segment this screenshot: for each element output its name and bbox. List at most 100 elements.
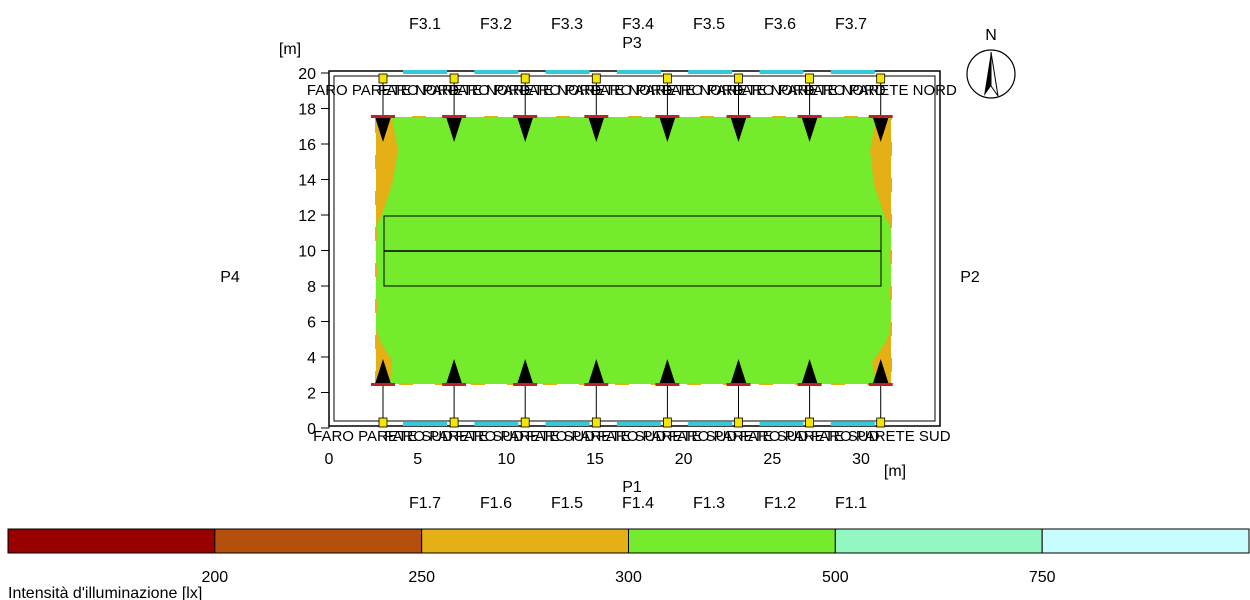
luminaire-label-south: FARO PARETE SUD: [598, 428, 738, 445]
luminaire-label-north: FARO PARETE NORD: [733, 82, 885, 99]
y-axis-unit: [m]: [279, 41, 301, 58]
luminaire-north: [513, 73, 538, 142]
x-tick-label: 10: [497, 451, 515, 468]
window-label-top: F3.5: [693, 16, 725, 33]
luminaire-label-south: FARO PARETE SUD: [526, 428, 666, 445]
luminaire-north: [797, 73, 822, 142]
window: [545, 422, 590, 426]
legend-swatch: [7, 528, 216, 554]
y-tick-label: 0: [307, 421, 316, 438]
legend-swatch: [834, 528, 1043, 554]
luminaire-label-south: FARO PARETE SUD: [313, 428, 453, 445]
window: [688, 422, 733, 426]
legend-threshold-label: 500: [822, 569, 849, 586]
window: [759, 70, 804, 74]
luminaire-north: [584, 73, 609, 142]
window-label-bottom: F1.7: [409, 495, 441, 512]
luminaire-label-north: FARO PARETE NORD: [591, 82, 743, 99]
window: [759, 422, 804, 426]
luminaire-north: [371, 73, 395, 142]
legend-title: Intensità d'illuminazione [lx]: [8, 585, 202, 600]
window-label-top: F3.6: [764, 16, 796, 33]
window: [688, 70, 733, 74]
legend-swatch: [214, 528, 423, 554]
legend-swatch: [628, 528, 836, 554]
window: [830, 422, 875, 426]
legend-threshold-label: 250: [408, 569, 435, 586]
legend-threshold-label: 300: [615, 569, 642, 586]
luminaire-label-south: FARO PARETE SUD: [811, 428, 951, 445]
north-arrow-icon: N: [966, 27, 1016, 99]
legend-swatch: [421, 528, 629, 554]
y-tick-label: 8: [307, 279, 316, 296]
north-label: N: [985, 27, 997, 44]
luminaire-label-north: FARO PARETE NORD: [520, 82, 672, 99]
y-tick-label: 18: [298, 102, 316, 119]
x-tick-label: 30: [852, 451, 870, 468]
x-tick-label: 20: [675, 451, 693, 468]
luminaire-label-north: FARO PARETE NORD: [378, 82, 530, 99]
window: [545, 70, 590, 74]
x-tick-labels: 0 5 10 15 20 25 30: [325, 451, 870, 468]
luminaire-south: [797, 359, 822, 428]
window-label-bottom: F1.5: [551, 495, 583, 512]
luminaire-north: [442, 73, 467, 142]
side-label-top: P3: [622, 35, 642, 52]
luminaire-south: [726, 359, 751, 428]
luminaire-label-south: FARO PARETE SUD: [455, 428, 595, 445]
luminaire-south: [371, 359, 395, 428]
window: [474, 70, 519, 74]
y-tick-label: 2: [307, 386, 316, 403]
top-window-labels: F3.1 F3.2 F3.3 F3.4 F3.5 F3.6 F3.7: [409, 16, 867, 33]
y-tick-label: 6: [307, 315, 316, 332]
y-tick-label: 14: [298, 173, 316, 190]
x-axis: 0 5 10 15 20 25 30 [m]: [325, 451, 907, 480]
luminaire-south: [442, 359, 467, 428]
luminaire-south: [513, 359, 538, 428]
luminaire-south: [868, 359, 893, 428]
x-tick-label: 5: [413, 451, 422, 468]
window-label-bottom: F1.1: [835, 495, 867, 512]
window-label-top: F3.1: [409, 16, 441, 33]
luminaire-label-north: FARO PARETE NORD: [662, 82, 814, 99]
window-label-bottom: F1.2: [764, 495, 796, 512]
luminaire-label-south: FARO PARETE SUD: [669, 428, 809, 445]
window: [403, 70, 447, 74]
window-label-bottom: F1.3: [693, 495, 725, 512]
luminaire-south: [584, 359, 609, 428]
windows-south-wall: [403, 422, 875, 426]
luminaire-north: [726, 73, 751, 142]
windows-north-wall: [403, 70, 875, 74]
side-label-bottom: P1: [622, 479, 642, 496]
legend-threshold-labels: 200 250 300 500 750: [201, 569, 1055, 586]
x-tick-label: 25: [763, 451, 781, 468]
window: [403, 422, 447, 426]
legend-swatch: [1041, 528, 1250, 554]
window-label-bottom: F1.6: [480, 495, 512, 512]
window: [616, 70, 661, 74]
luminaire-north: [868, 73, 893, 142]
window: [616, 422, 661, 426]
y-tick-label: 4: [307, 350, 316, 367]
window-label-top: F3.3: [551, 16, 583, 33]
illuminance-legend: [7, 528, 1250, 554]
luminaire-label-north: FARO PARETE NORD: [805, 82, 957, 99]
window: [474, 422, 519, 426]
legend-threshold-label: 200: [201, 569, 228, 586]
side-label-right: P2: [960, 269, 980, 286]
window: [830, 70, 875, 74]
luminaire-label-north: FARO PARETE NORD: [307, 82, 459, 99]
x-tick-label: 0: [325, 451, 334, 468]
luminaire-south: [655, 359, 680, 428]
x-axis-unit: [m]: [884, 463, 906, 480]
x-tick-label: 15: [586, 451, 604, 468]
y-tick-labels: 0 2 4 6 8 10 12 14 16 18 20: [298, 66, 329, 438]
y-tick-label: 12: [298, 208, 316, 225]
side-label-left: P4: [220, 269, 240, 286]
window-label-top: F3.7: [835, 16, 867, 33]
window-label-top: F3.4: [622, 16, 654, 33]
illuminance-area: [375, 116, 892, 385]
legend-threshold-label: 750: [1029, 569, 1056, 586]
